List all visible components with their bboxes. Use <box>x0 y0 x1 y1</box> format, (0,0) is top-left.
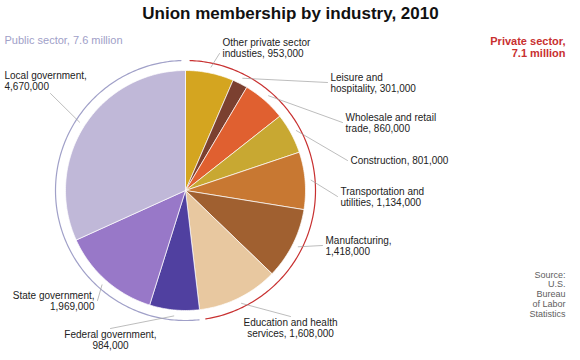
svg-text:Wholesale and retailtrade, 860: Wholesale and retailtrade, 860,000 <box>346 112 437 134</box>
svg-text:Federal government,984,000: Federal government,984,000 <box>64 329 156 351</box>
svg-text:Union membership by industry,: Union membership by industry, 2010 <box>142 4 438 23</box>
svg-text:Manufacturing,1,418,000: Manufacturing,1,418,000 <box>326 235 392 257</box>
svg-text:Public sector, 7.6 million: Public sector, 7.6 million <box>5 34 123 46</box>
svg-text:State government,1,969,000: State government,1,969,000 <box>13 290 95 312</box>
svg-text:Education and healthservices,: Education and healthservices, 1,608,000 <box>244 317 338 339</box>
svg-text:Transportation andutilities, 1: Transportation andutilities, 1,134,000 <box>341 186 425 208</box>
svg-text:Source:U.S.Bureauof LaborStati: Source:U.S.Bureauof LaborStatistics <box>529 270 566 320</box>
svg-text:Private sector,7.1 million: Private sector,7.1 million <box>490 35 565 59</box>
svg-text:Other private sectorindusties,: Other private sectorindusties, 953,000 <box>223 37 311 59</box>
svg-text:Construction, 801,000: Construction, 801,000 <box>351 155 449 166</box>
svg-text:Local government,4,670,000: Local government,4,670,000 <box>5 70 87 92</box>
svg-text:Leisure andhospitality, 301,00: Leisure andhospitality, 301,000 <box>331 72 417 94</box>
